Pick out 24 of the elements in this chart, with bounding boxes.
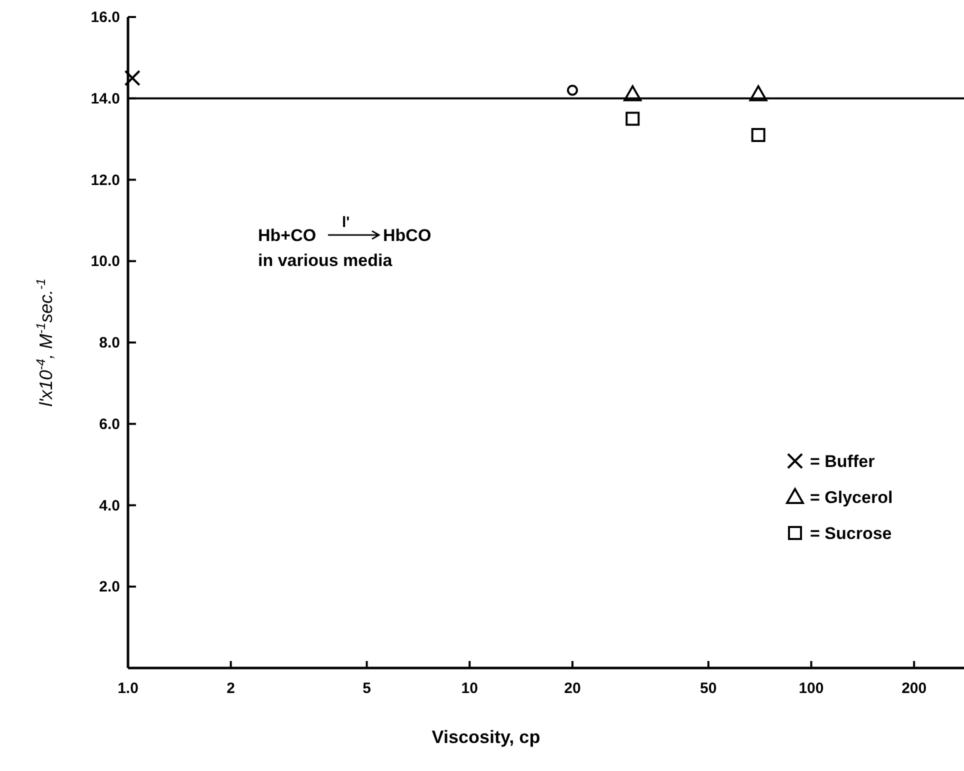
x-tick-label: 100 (798, 680, 824, 697)
y-tick-label: 16.0 (90, 9, 120, 26)
annotation: HbCO (383, 226, 432, 245)
legend-label: = Buffer (810, 452, 876, 471)
y-tick-label: 6.0 (99, 416, 120, 433)
x-tick-label: 5 (362, 680, 371, 697)
y-tick-label: 10.0 (90, 253, 120, 270)
y-tick-label: 2.0 (99, 578, 120, 596)
annotation: in various media (258, 251, 393, 270)
x-tick-label: 10 (461, 680, 478, 697)
x-tick-label: 2 (226, 680, 236, 697)
x-axis-title: Viscosity, cp (432, 727, 540, 747)
annotation: l' (342, 214, 350, 231)
x-tick-label: 50 (700, 680, 717, 697)
y-tick-label: 4.0 (99, 497, 120, 514)
y-tick-label: 14.0 (90, 90, 120, 108)
y-tick-label: 12.0 (90, 172, 120, 189)
legend-label: = Sucrose (810, 524, 892, 543)
annotation: Hb+CO (258, 226, 316, 245)
legend-label: = Glycerol (810, 488, 893, 507)
x-tick-label: 20 (564, 680, 581, 697)
x-tick-label: 200 (902, 680, 927, 697)
x-tick-label: 1.0 (118, 680, 138, 697)
y-tick-label: 8.0 (99, 334, 120, 352)
